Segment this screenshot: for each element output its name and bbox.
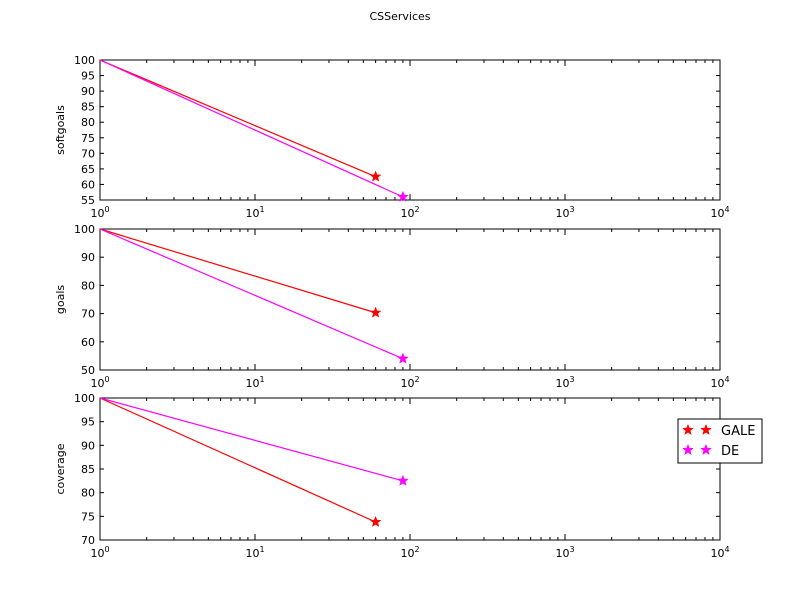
y-tick-label: 90: [81, 439, 95, 452]
x-tick-label: 102: [400, 375, 419, 390]
axes-layer: 55 60 65 70 75 80 85 90 95 100 100 101 102 103 104 soft…: [54, 54, 730, 560]
x-tick-label: 100: [90, 375, 109, 390]
axes-frame: [99, 397, 721, 541]
y-tick-label: 60: [81, 178, 95, 191]
legend-marker: [682, 443, 694, 456]
series-line-gale: [99, 59, 376, 178]
axes-frame: [99, 59, 721, 201]
y-tick-label: 95: [81, 70, 95, 83]
axes-frame: [99, 228, 721, 371]
legend-marker: [700, 443, 712, 456]
series-line-de: [99, 59, 404, 198]
series-line-gale: [99, 397, 376, 523]
y-tick-label: 50: [81, 364, 95, 377]
subplot-coverage: 70 75 80 85 90 95 100 100 101 102 103 104 coverage: [54, 392, 730, 560]
y-tick-label: 85: [81, 463, 95, 476]
y-tick-label: 70: [81, 308, 95, 321]
series-line-de: [99, 397, 404, 482]
x-tick-label: 104: [710, 375, 729, 390]
series-marker-gale: [369, 306, 382, 318]
x-tick-label: 103: [555, 545, 574, 560]
x-tick-label: 103: [555, 375, 574, 390]
x-tick-label: 101: [245, 205, 264, 220]
y-tick-label: 80: [81, 116, 95, 129]
y-axis-label: goals: [54, 285, 67, 315]
y-tick-label: 80: [81, 279, 95, 292]
legend-box: [677, 418, 763, 464]
legend-marker: [682, 423, 694, 436]
series-line-de: [99, 228, 404, 360]
y-tick-label: 90: [81, 251, 95, 264]
y-axis-label: coverage: [54, 443, 67, 494]
series-marker-gale: [369, 515, 382, 528]
y-tick-label: 95: [81, 416, 95, 429]
y-tick-label: 85: [81, 101, 95, 114]
chart-title: CSServices: [369, 10, 430, 23]
y-tick-label: 65: [81, 163, 95, 176]
series-marker-gale: [369, 170, 382, 182]
legend: GALE DE: [677, 418, 763, 464]
x-tick-label: 102: [400, 545, 419, 560]
x-tick-label: 104: [710, 205, 729, 220]
y-tick-label: 90: [81, 85, 95, 98]
x-tick-label: 100: [90, 205, 109, 220]
subplot-goals: 50 60 70 80 90 100 100 101 102 103 104 goals: [54, 223, 730, 390]
subplot-softgoals: 55 60 65 70 75 80 85 90 95 100 100 101 102 103 104 soft…: [54, 54, 730, 220]
y-axis-label: softgoals: [54, 105, 67, 155]
y-tick-label: 100: [74, 392, 95, 405]
y-tick-label: 80: [81, 487, 95, 500]
series-marker-de: [397, 352, 409, 364]
legend-label: DE: [721, 444, 739, 459]
y-tick-label: 75: [81, 132, 95, 145]
x-tick-label: 102: [400, 205, 419, 220]
y-tick-label: 70: [81, 534, 95, 547]
y-tick-label: 75: [81, 510, 95, 523]
y-tick-label: 100: [74, 223, 95, 236]
x-tick-label: 101: [245, 545, 264, 560]
y-tick-label: 55: [81, 194, 95, 207]
x-tick-label: 104: [710, 545, 729, 560]
series-marker-de: [397, 474, 409, 486]
y-tick-label: 60: [81, 336, 95, 349]
x-tick-label: 101: [245, 375, 264, 390]
y-tick-label: 70: [81, 147, 95, 160]
series-marker-de: [397, 190, 409, 202]
y-tick-label: 100: [74, 54, 95, 67]
x-tick-label: 103: [555, 205, 574, 220]
series-line-gale: [99, 228, 376, 314]
x-tick-label: 100: [90, 545, 109, 560]
legend-marker: [700, 423, 712, 436]
legend-label: GALE: [721, 424, 755, 439]
